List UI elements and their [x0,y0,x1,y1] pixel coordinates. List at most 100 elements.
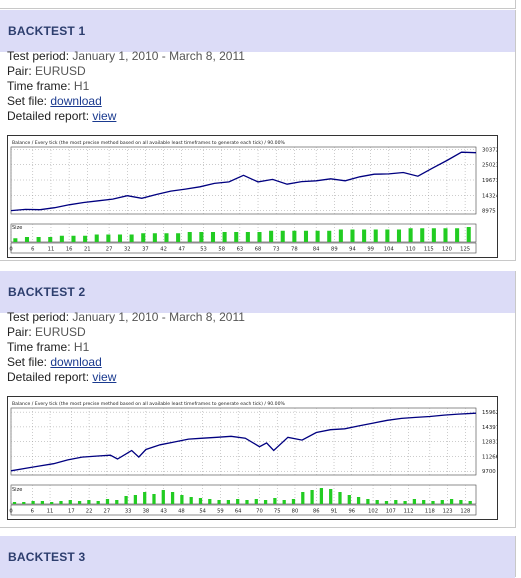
x-tick-label: 99 [367,247,374,253]
size-bar [96,501,100,504]
x-tick-label: 38 [143,509,150,515]
test-period-row: Test period: January 1, 2010 - March 8, … [7,49,515,64]
size-bar [338,492,342,504]
x-tick-label: 89 [331,247,338,253]
detailed-report-row: Detailed report: view [7,370,515,385]
view-report-link[interactable]: view [92,109,117,123]
chart-1-size-label: Size [12,225,22,231]
x-tick-label: 104 [384,247,395,253]
pair-value: EURUSD [35,325,86,339]
test-period-row: Test period: January 1, 2010 - March 8, … [7,310,515,325]
y-tick-label: 11266 [482,454,497,460]
pair-row: Pair: EURUSD [7,325,515,340]
download-link[interactable]: download [50,355,102,369]
size-bar [133,495,138,504]
size-bar [234,232,239,242]
size-bar [254,499,258,504]
size-bar [59,501,63,504]
size-bar [180,495,184,504]
backtest-card-1: BACKTEST 1 Test period: January 1, 2010 … [0,10,516,261]
size-bar [292,230,297,242]
x-tick-label: 37 [142,247,149,253]
x-tick-label: 22 [86,509,93,515]
x-tick-label: 58 [218,247,225,253]
pair-label: Pair: [7,325,32,339]
size-bar [280,230,285,242]
time-frame-row: Time frame: H1 [7,79,515,94]
size-bar [152,494,156,504]
backtest-card-2: BACKTEST 2 Test period: January 1, 2010 … [0,271,516,528]
test-period-label: Test period: [7,49,70,63]
size-bar [459,500,463,504]
size-bar [48,237,53,242]
plot-frame [10,146,477,215]
size-bar [68,500,72,504]
chart-2-caption: Balance / Every tick (the most precise m… [12,401,285,407]
size-bar [408,228,413,242]
size-bar [31,501,35,504]
size-bar [431,501,435,504]
set-file-row: Set file: download [7,355,515,370]
size-bar [87,500,91,504]
y-tick-label: 15962 [482,410,497,416]
size-bar [301,492,305,504]
x-tick-label: 27 [104,509,111,515]
size-bar [443,228,448,242]
test-period-value: January 1, 2010 - March 8, 2011 [72,310,245,324]
size-bar [198,498,203,504]
y-tick-label: 25023 [482,163,497,169]
size-bar [269,230,274,242]
size-bar [356,497,361,504]
x-tick-label: 115 [424,247,434,253]
size-bar [40,501,45,504]
size-bar [187,232,192,242]
size-bar [396,229,402,242]
size-bar [83,235,88,242]
x-tick-label: 110 [406,247,416,253]
size-bar [245,500,249,504]
size-bar [263,500,268,504]
size-bar [362,229,367,242]
x-tick-label: 53 [200,247,207,253]
view-report-link[interactable]: view [92,370,117,384]
x-tick-label: 80 [292,509,299,515]
size-bar [403,501,407,504]
x-tick-label: 6 [31,509,34,515]
x-tick-label: 123 [443,509,453,515]
size-bar [94,234,99,242]
size-bar [12,502,17,504]
size-bar [115,500,119,504]
x-tick-label: 64 [235,509,242,515]
x-tick-label: 42 [160,247,167,253]
size-bar [36,237,41,242]
size-bar [468,501,472,504]
y-tick-label: 14324 [482,193,497,199]
x-tick-label: 47 [178,247,185,253]
x-tick-label: 27 [106,247,113,253]
backtest-3-title: BACKTEST 3 [8,550,86,564]
x-tick-label: 11 [48,247,55,253]
backtest-1-info: Test period: January 1, 2010 - March 8, … [0,49,515,124]
balance-chart-1-svg: Balance / Every tick (the most precise m… [9,140,500,254]
size-bar [431,228,436,242]
size-bar [347,495,351,504]
x-tick-label: 70 [256,509,263,515]
size-bar [208,499,212,504]
x-tick-label: 33 [125,509,132,515]
size-strip-frame [10,223,477,243]
pair-value: EURUSD [35,64,86,78]
size-bar [199,232,204,242]
time-frame-row: Time frame: H1 [7,340,515,355]
size-bar [373,229,378,242]
size-bar [161,490,165,504]
x-tick-label: 54 [199,509,206,515]
download-link[interactable]: download [50,94,102,108]
size-bar [222,232,227,242]
x-tick-label: 120 [442,247,452,253]
size-bar [319,488,324,504]
size-bar [24,237,30,242]
x-tick-label: 118 [425,509,435,515]
detailed-report-label: Detailed report: [7,370,90,384]
x-tick-label: 21 [84,247,91,253]
